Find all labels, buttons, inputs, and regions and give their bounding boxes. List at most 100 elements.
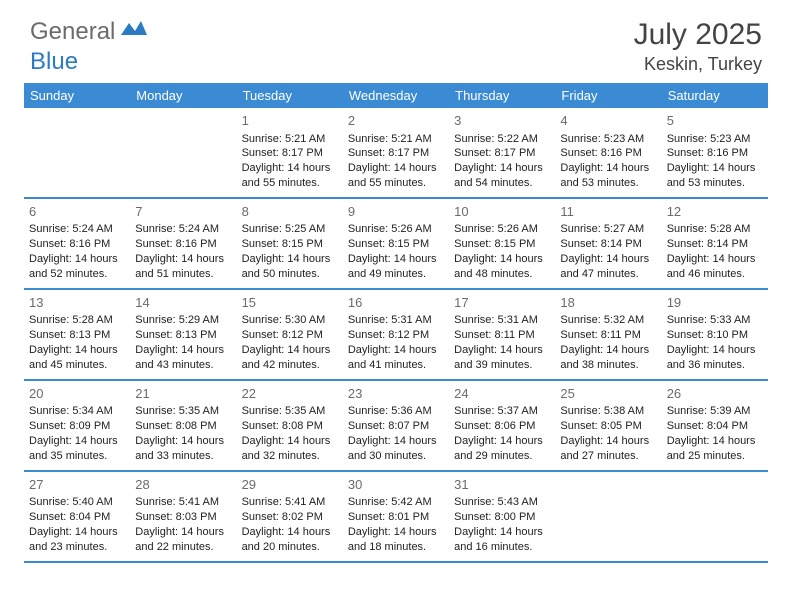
daylight-line1: Daylight: 14 hours: [135, 343, 230, 358]
day-number: 23: [348, 385, 443, 403]
sunset-text: Sunset: 8:14 PM: [667, 237, 762, 252]
day-cell: 31Sunrise: 5:43 AMSunset: 8:00 PMDayligh…: [449, 472, 555, 561]
sunrise-text: Sunrise: 5:24 AM: [29, 222, 124, 237]
daylight-line2: and 27 minutes.: [560, 449, 655, 464]
daylight-line2: and 35 minutes.: [29, 449, 124, 464]
daylight-line1: Daylight: 14 hours: [242, 252, 337, 267]
week-row: 20Sunrise: 5:34 AMSunset: 8:09 PMDayligh…: [24, 381, 768, 472]
day-number: 11: [560, 203, 655, 221]
day-number: 8: [242, 203, 337, 221]
day-number: 21: [135, 385, 230, 403]
day-number: 30: [348, 476, 443, 494]
sunset-text: Sunset: 8:16 PM: [560, 146, 655, 161]
day-cell: 26Sunrise: 5:39 AMSunset: 8:04 PMDayligh…: [662, 381, 768, 470]
day-cell: 25Sunrise: 5:38 AMSunset: 8:05 PMDayligh…: [555, 381, 661, 470]
sunset-text: Sunset: 8:15 PM: [348, 237, 443, 252]
sunrise-text: Sunrise: 5:25 AM: [242, 222, 337, 237]
day-cell: 3Sunrise: 5:22 AMSunset: 8:17 PMDaylight…: [449, 108, 555, 197]
sunset-text: Sunset: 8:16 PM: [667, 146, 762, 161]
day-number: 12: [667, 203, 762, 221]
daylight-line2: and 51 minutes.: [135, 267, 230, 282]
calendar: SundayMondayTuesdayWednesdayThursdayFrid…: [0, 83, 792, 563]
day-number: 5: [667, 112, 762, 130]
day-cell: 14Sunrise: 5:29 AMSunset: 8:13 PMDayligh…: [130, 290, 236, 379]
brand-logo: General: [30, 18, 149, 46]
daylight-line2: and 53 minutes.: [667, 176, 762, 191]
sunrise-text: Sunrise: 5:28 AM: [29, 313, 124, 328]
sunrise-text: Sunrise: 5:29 AM: [135, 313, 230, 328]
sunrise-text: Sunrise: 5:43 AM: [454, 495, 549, 510]
week-row: 1Sunrise: 5:21 AMSunset: 8:17 PMDaylight…: [24, 108, 768, 199]
daylight-line1: Daylight: 14 hours: [560, 252, 655, 267]
day-number: 26: [667, 385, 762, 403]
daylight-line1: Daylight: 14 hours: [560, 343, 655, 358]
sunrise-text: Sunrise: 5:26 AM: [348, 222, 443, 237]
weeks-container: 1Sunrise: 5:21 AMSunset: 8:17 PMDaylight…: [24, 108, 768, 563]
sunrise-text: Sunrise: 5:38 AM: [560, 404, 655, 419]
day-number: 10: [454, 203, 549, 221]
day-cell: 24Sunrise: 5:37 AMSunset: 8:06 PMDayligh…: [449, 381, 555, 470]
daylight-line2: and 25 minutes.: [667, 449, 762, 464]
day-cell: 17Sunrise: 5:31 AMSunset: 8:11 PMDayligh…: [449, 290, 555, 379]
daylight-line1: Daylight: 14 hours: [242, 343, 337, 358]
sunset-text: Sunset: 8:16 PM: [135, 237, 230, 252]
day-cell: 5Sunrise: 5:23 AMSunset: 8:16 PMDaylight…: [662, 108, 768, 197]
day-cell: 18Sunrise: 5:32 AMSunset: 8:11 PMDayligh…: [555, 290, 661, 379]
daylight-line1: Daylight: 14 hours: [242, 434, 337, 449]
header: General July 2025 Keskin, Turkey: [0, 0, 792, 83]
sunrise-text: Sunrise: 5:27 AM: [560, 222, 655, 237]
sunset-text: Sunset: 8:06 PM: [454, 419, 549, 434]
weekday-header: Tuesday: [237, 83, 343, 108]
daylight-line2: and 39 minutes.: [454, 358, 549, 373]
daylight-line2: and 50 minutes.: [242, 267, 337, 282]
weekday-header: Sunday: [24, 83, 130, 108]
day-cell: 21Sunrise: 5:35 AMSunset: 8:08 PMDayligh…: [130, 381, 236, 470]
sunrise-text: Sunrise: 5:23 AM: [560, 132, 655, 147]
weekday-header: Thursday: [449, 83, 555, 108]
day-cell: 2Sunrise: 5:21 AMSunset: 8:17 PMDaylight…: [343, 108, 449, 197]
daylight-line2: and 29 minutes.: [454, 449, 549, 464]
daylight-line2: and 33 minutes.: [135, 449, 230, 464]
day-cell: 4Sunrise: 5:23 AMSunset: 8:16 PMDaylight…: [555, 108, 661, 197]
sunset-text: Sunset: 8:07 PM: [348, 419, 443, 434]
day-number: 3: [454, 112, 549, 130]
sunrise-text: Sunrise: 5:33 AM: [667, 313, 762, 328]
day-cell: 6Sunrise: 5:24 AMSunset: 8:16 PMDaylight…: [24, 199, 130, 288]
sunrise-text: Sunrise: 5:31 AM: [454, 313, 549, 328]
daylight-line1: Daylight: 14 hours: [454, 161, 549, 176]
daylight-line2: and 36 minutes.: [667, 358, 762, 373]
week-row: 27Sunrise: 5:40 AMSunset: 8:04 PMDayligh…: [24, 472, 768, 563]
daylight-line2: and 41 minutes.: [348, 358, 443, 373]
daylight-line2: and 54 minutes.: [454, 176, 549, 191]
sunrise-text: Sunrise: 5:28 AM: [667, 222, 762, 237]
sunset-text: Sunset: 8:04 PM: [29, 510, 124, 525]
daylight-line2: and 30 minutes.: [348, 449, 443, 464]
daylight-line2: and 18 minutes.: [348, 540, 443, 555]
daylight-line1: Daylight: 14 hours: [242, 525, 337, 540]
sunrise-text: Sunrise: 5:40 AM: [29, 495, 124, 510]
sunset-text: Sunset: 8:02 PM: [242, 510, 337, 525]
daylight-line1: Daylight: 14 hours: [348, 161, 443, 176]
day-number: 24: [454, 385, 549, 403]
day-cell: 11Sunrise: 5:27 AMSunset: 8:14 PMDayligh…: [555, 199, 661, 288]
daylight-line2: and 48 minutes.: [454, 267, 549, 282]
day-cell: 27Sunrise: 5:40 AMSunset: 8:04 PMDayligh…: [24, 472, 130, 561]
sunset-text: Sunset: 8:00 PM: [454, 510, 549, 525]
day-number: 15: [242, 294, 337, 312]
day-cell: 9Sunrise: 5:26 AMSunset: 8:15 PMDaylight…: [343, 199, 449, 288]
sunset-text: Sunset: 8:09 PM: [29, 419, 124, 434]
sunrise-text: Sunrise: 5:37 AM: [454, 404, 549, 419]
sunset-text: Sunset: 8:10 PM: [667, 328, 762, 343]
sunset-text: Sunset: 8:17 PM: [242, 146, 337, 161]
sunrise-text: Sunrise: 5:30 AM: [242, 313, 337, 328]
sunrise-text: Sunrise: 5:41 AM: [135, 495, 230, 510]
sunrise-text: Sunrise: 5:21 AM: [348, 132, 443, 147]
daylight-line1: Daylight: 14 hours: [348, 434, 443, 449]
sunset-text: Sunset: 8:13 PM: [135, 328, 230, 343]
day-cell: 8Sunrise: 5:25 AMSunset: 8:15 PMDaylight…: [237, 199, 343, 288]
daylight-line2: and 16 minutes.: [454, 540, 549, 555]
daylight-line1: Daylight: 14 hours: [29, 252, 124, 267]
daylight-line1: Daylight: 14 hours: [667, 343, 762, 358]
daylight-line2: and 45 minutes.: [29, 358, 124, 373]
empty-cell: [24, 108, 130, 197]
